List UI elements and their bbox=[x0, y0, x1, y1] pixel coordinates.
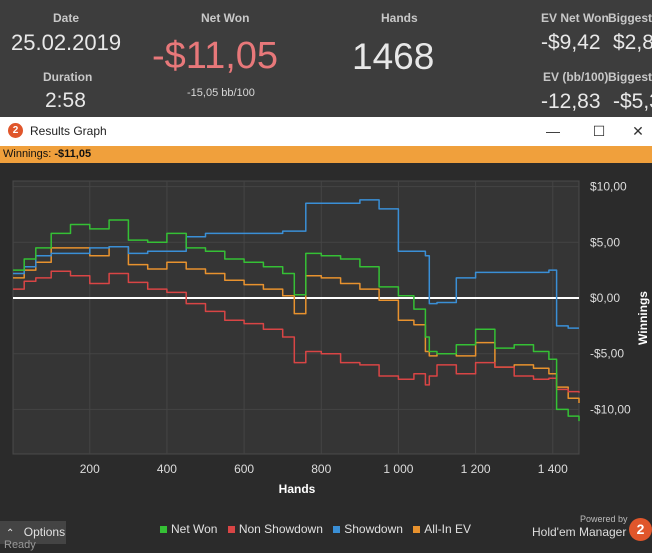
window-titlebar[interactable]: 2 Results Graph — ☐ ✕ bbox=[0, 117, 652, 146]
legend-swatch bbox=[227, 526, 235, 533]
series-line-non-showdown bbox=[13, 270, 580, 393]
y-tick-label: $5,00 bbox=[590, 235, 620, 249]
x-tick-label: 200 bbox=[80, 462, 100, 476]
y-tick-label: $0,00 bbox=[590, 291, 620, 305]
legend-swatch bbox=[333, 526, 341, 533]
x-tick-label: 800 bbox=[311, 462, 331, 476]
summary-stats-panel: Date 25.02.2019 Duration 2:58 Net Won -$… bbox=[0, 0, 652, 117]
y-tick-label: $10,00 bbox=[590, 180, 627, 194]
x-tick-label: 1 000 bbox=[383, 462, 413, 476]
x-tick-label: 1 200 bbox=[461, 462, 491, 476]
y-axis-label: Winnings bbox=[636, 291, 650, 345]
netwon-bb-value: -15,05 bb/100 bbox=[187, 87, 255, 99]
legend-swatch bbox=[413, 526, 421, 533]
x-tick-label: 1 400 bbox=[538, 462, 568, 476]
date-value: 25.02.2019 bbox=[11, 30, 122, 55]
y-tick-label: -$10,00 bbox=[590, 402, 631, 416]
close-button[interactable]: ✕ bbox=[632, 123, 644, 139]
powered-by-text: Powered by bbox=[580, 514, 628, 524]
series-line-showdown bbox=[13, 199, 579, 329]
biggest-win-label: Biggest W bbox=[608, 11, 652, 25]
duration-value: 2:58 bbox=[45, 89, 86, 112]
options-label: Options bbox=[23, 525, 66, 539]
legend-item-non-showdown[interactable]: Non Showdown bbox=[227, 522, 323, 536]
winnings-label: Winnings: bbox=[3, 148, 52, 160]
y-tick-label: -$5,00 bbox=[590, 347, 624, 361]
chart-legend: Net Won Non Showdown Showdown All-In EV bbox=[160, 522, 478, 536]
holdem-manager-icon: 2 bbox=[8, 123, 23, 138]
maximize-button[interactable]: ☐ bbox=[592, 123, 606, 139]
legend-label: Showdown bbox=[344, 522, 403, 536]
hands-label: Hands bbox=[381, 11, 418, 25]
legend-item-all-in-ev[interactable]: All-In EV bbox=[413, 522, 471, 536]
holdem-manager-logo-icon: 2 bbox=[629, 518, 652, 541]
biggest-loss-value: -$5,3 bbox=[613, 90, 652, 113]
legend-label: Net Won bbox=[171, 522, 218, 536]
chevron-up-icon: ⌃ bbox=[6, 528, 15, 539]
duration-label: Duration bbox=[43, 70, 93, 84]
ev-bb-label: EV (bb/100) bbox=[543, 70, 609, 84]
legend-label: Non Showdown bbox=[238, 522, 323, 536]
results-chart: 200 400 600 800 1 000 1 200 1 400 $10,00 $5,00 $… bbox=[12, 180, 650, 496]
options-button[interactable]: ⌃ Options bbox=[0, 521, 66, 544]
hands-value: 1468 bbox=[352, 36, 435, 77]
x-axis-label: Hands bbox=[279, 482, 316, 496]
status-text: Ready bbox=[4, 539, 36, 551]
ev-netwon-label: EV Net Won bbox=[541, 11, 609, 25]
legend-item-showdown[interactable]: Showdown bbox=[333, 522, 403, 536]
biggest-win-value: $2,8 bbox=[613, 31, 652, 54]
legend-swatch bbox=[160, 526, 167, 533]
date-label: Date bbox=[53, 11, 80, 25]
window-title: Results Graph bbox=[30, 124, 107, 138]
netwon-value: -$11,05 bbox=[152, 35, 279, 77]
netwon-label: Net Won bbox=[201, 11, 250, 25]
ev-netwon-value: -$9,42 bbox=[541, 31, 601, 54]
biggest-loss-label: Biggest L bbox=[608, 70, 652, 84]
x-tick-label: 600 bbox=[234, 462, 254, 476]
x-tick-label: 400 bbox=[157, 462, 177, 476]
legend-label: All-In EV bbox=[424, 522, 471, 536]
results-graph-window: 2 Results Graph — ☐ ✕ Winnings: -$11,05 … bbox=[0, 117, 652, 553]
winnings-value: -$11,05 bbox=[54, 148, 92, 160]
ev-bb-value: -12,83 bbox=[541, 90, 601, 113]
plot-area bbox=[12, 180, 580, 455]
minimize-button[interactable]: — bbox=[546, 123, 560, 139]
legend-item-net-won[interactable]: Net Won bbox=[160, 522, 217, 536]
brand-name: Hold'em Manager bbox=[532, 525, 627, 539]
winnings-bar: Winnings: -$11,05 bbox=[0, 146, 652, 163]
series-line-net-won bbox=[13, 219, 580, 422]
